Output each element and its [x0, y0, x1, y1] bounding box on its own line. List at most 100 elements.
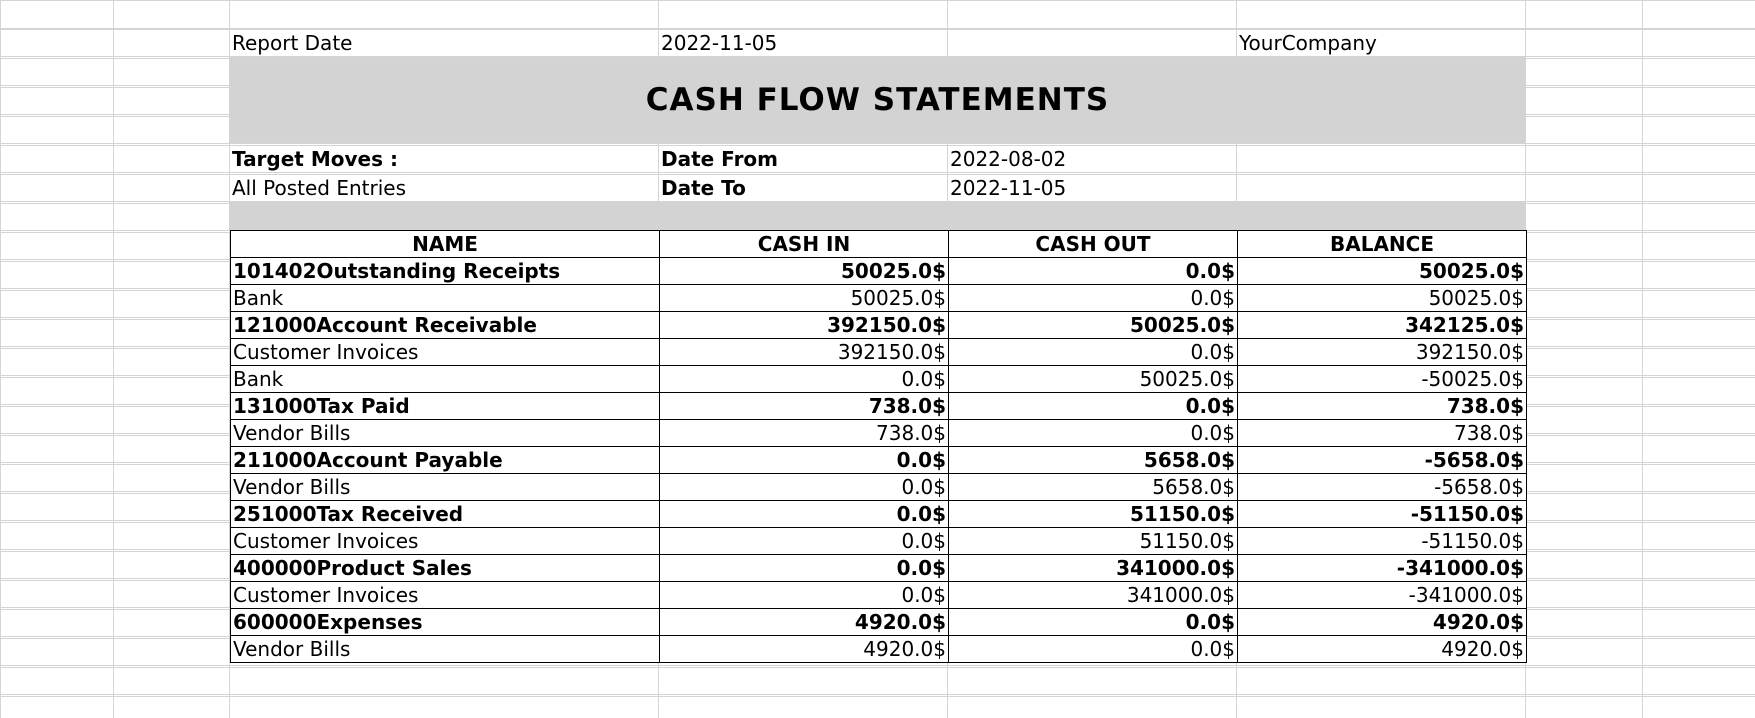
row-cash-out[interactable]: 0.0$ — [948, 635, 1238, 663]
row-cash-out[interactable]: 5658.0$ — [948, 473, 1238, 501]
row-name[interactable]: 251000Tax Received — [230, 500, 660, 528]
row-name[interactable]: 211000Account Payable — [230, 446, 660, 474]
row-cash-out[interactable]: 5658.0$ — [948, 446, 1238, 474]
table-row: Vendor Bills 738.0$ 0.0$ 738.0$ — [230, 419, 1527, 447]
table-row: Vendor Bills 4920.0$ 0.0$ 4920.0$ — [230, 635, 1527, 663]
table-row: Customer Invoices 0.0$ 341000.0$ -341000… — [230, 581, 1527, 609]
row-cash-in[interactable]: 4920.0$ — [659, 608, 949, 636]
row-cash-in[interactable]: 392150.0$ — [659, 338, 949, 366]
row-name[interactable]: Bank — [230, 365, 660, 393]
row-cash-in[interactable]: 738.0$ — [659, 392, 949, 420]
row-balance[interactable]: 738.0$ — [1237, 419, 1527, 447]
row-cash-out[interactable]: 51150.0$ — [948, 527, 1238, 555]
table-row: 400000Product Sales 0.0$ 341000.0$ -3410… — [230, 554, 1527, 582]
row-cash-out[interactable]: 0.0$ — [948, 284, 1238, 312]
cash-flow-table: NAME CASH IN CASH OUT BALANCE 101402Outs… — [230, 230, 1527, 663]
column-header-cash-in[interactable]: CASH IN — [659, 230, 949, 258]
column-divider — [1642, 0, 1643, 718]
table-row: Customer Invoices 0.0$ 51150.0$ -51150.0… — [230, 527, 1527, 555]
row-cash-in[interactable]: 0.0$ — [659, 500, 949, 528]
row-cash-out[interactable]: 50025.0$ — [948, 365, 1238, 393]
table-row: Customer Invoices 392150.0$ 0.0$ 392150.… — [230, 338, 1527, 366]
row-cash-in[interactable]: 0.0$ — [659, 473, 949, 501]
row-cash-out[interactable]: 0.0$ — [948, 338, 1238, 366]
row-balance[interactable]: -341000.0$ — [1237, 581, 1527, 609]
row-cash-out[interactable]: 0.0$ — [948, 419, 1238, 447]
table-row: Bank 50025.0$ 0.0$ 50025.0$ — [230, 284, 1527, 312]
table-row: 101402Outstanding Receipts 50025.0$ 0.0$… — [230, 257, 1527, 285]
row-name[interactable]: 600000Expenses — [230, 608, 660, 636]
row-cash-out[interactable]: 341000.0$ — [948, 554, 1238, 582]
column-divider — [229, 0, 230, 718]
table-row: Vendor Bills 0.0$ 5658.0$ -5658.0$ — [230, 473, 1527, 501]
row-balance[interactable]: -5658.0$ — [1237, 446, 1527, 474]
row-cash-out[interactable]: 0.0$ — [948, 257, 1238, 285]
row-balance[interactable]: -50025.0$ — [1237, 365, 1527, 393]
row-cash-in[interactable]: 0.0$ — [659, 554, 949, 582]
row-name[interactable]: Vendor Bills — [230, 635, 660, 663]
row-divider — [0, 172, 1755, 173]
table-row: 600000Expenses 4920.0$ 0.0$ 4920.0$ — [230, 608, 1527, 636]
page-title[interactable]: CASH FLOW STATEMENTS — [645, 82, 1110, 118]
row-name[interactable]: Vendor Bills — [230, 473, 660, 501]
row-name[interactable]: Customer Invoices — [230, 581, 660, 609]
row-cash-in[interactable]: 50025.0$ — [659, 284, 949, 312]
report-date-value[interactable]: 2022-11-05 — [661, 31, 778, 55]
date-from-value[interactable]: 2022-08-02 — [950, 147, 1067, 171]
row-balance[interactable]: 738.0$ — [1237, 392, 1527, 420]
table-row: 251000Tax Received 0.0$ 51150.0$ -51150.… — [230, 500, 1527, 528]
row-name[interactable]: 121000Account Receivable — [230, 311, 660, 339]
row-name[interactable]: Customer Invoices — [230, 527, 660, 555]
company-name[interactable]: YourCompany — [1239, 31, 1377, 55]
row-balance[interactable]: -51150.0$ — [1237, 527, 1527, 555]
row-name[interactable]: Vendor Bills — [230, 419, 660, 447]
date-from-label[interactable]: Date From — [661, 147, 779, 171]
row-cash-in[interactable]: 738.0$ — [659, 419, 949, 447]
target-moves-value[interactable]: All Posted Entries — [232, 176, 407, 200]
column-header-balance[interactable]: BALANCE — [1237, 230, 1527, 258]
row-cash-out[interactable]: 0.0$ — [948, 608, 1238, 636]
column-divider — [113, 0, 114, 718]
row-name[interactable]: Customer Invoices — [230, 338, 660, 366]
row-cash-out[interactable]: 50025.0$ — [948, 311, 1238, 339]
row-divider — [0, 694, 1755, 695]
date-to-value[interactable]: 2022-11-05 — [950, 176, 1067, 200]
row-cash-in[interactable]: 0.0$ — [659, 527, 949, 555]
row-divider — [0, 143, 1755, 144]
row-cash-in[interactable]: 0.0$ — [659, 446, 949, 474]
row-balance[interactable]: 342125.0$ — [1237, 311, 1527, 339]
row-cash-in[interactable]: 4920.0$ — [659, 635, 949, 663]
separator-band — [230, 202, 1525, 230]
row-cash-out[interactable]: 51150.0$ — [948, 500, 1238, 528]
row-cash-out[interactable]: 0.0$ — [948, 392, 1238, 420]
column-header-name[interactable]: NAME — [230, 230, 660, 258]
row-balance[interactable]: 4920.0$ — [1237, 635, 1527, 663]
table-row: Bank 0.0$ 50025.0$ -50025.0$ — [230, 365, 1527, 393]
row-cash-out[interactable]: 341000.0$ — [948, 581, 1238, 609]
table-row: 131000Tax Paid 738.0$ 0.0$ 738.0$ — [230, 392, 1527, 420]
row-name[interactable]: 101402Outstanding Receipts — [230, 257, 660, 285]
row-balance[interactable]: 50025.0$ — [1237, 284, 1527, 312]
row-divider — [0, 665, 1755, 666]
title-band — [230, 57, 1525, 143]
table-header-row: NAME CASH IN CASH OUT BALANCE — [230, 230, 1527, 258]
row-divider — [0, 28, 1755, 29]
date-to-label[interactable]: Date To — [661, 176, 746, 200]
column-header-cash-out[interactable]: CASH OUT — [948, 230, 1238, 258]
row-name[interactable]: 131000Tax Paid — [230, 392, 660, 420]
row-balance[interactable]: -341000.0$ — [1237, 554, 1527, 582]
report-date-label[interactable]: Report Date — [232, 31, 353, 55]
row-cash-in[interactable]: 0.0$ — [659, 365, 949, 393]
row-cash-in[interactable]: 392150.0$ — [659, 311, 949, 339]
row-balance[interactable]: 4920.0$ — [1237, 608, 1527, 636]
row-cash-in[interactable]: 50025.0$ — [659, 257, 949, 285]
row-cash-in[interactable]: 0.0$ — [659, 581, 949, 609]
row-name[interactable]: Bank — [230, 284, 660, 312]
target-moves-label[interactable]: Target Moves : — [232, 147, 398, 171]
row-balance[interactable]: -5658.0$ — [1237, 473, 1527, 501]
row-balance[interactable]: 50025.0$ — [1237, 257, 1527, 285]
row-balance[interactable]: -51150.0$ — [1237, 500, 1527, 528]
row-name[interactable]: 400000Product Sales — [230, 554, 660, 582]
row-balance[interactable]: 392150.0$ — [1237, 338, 1527, 366]
